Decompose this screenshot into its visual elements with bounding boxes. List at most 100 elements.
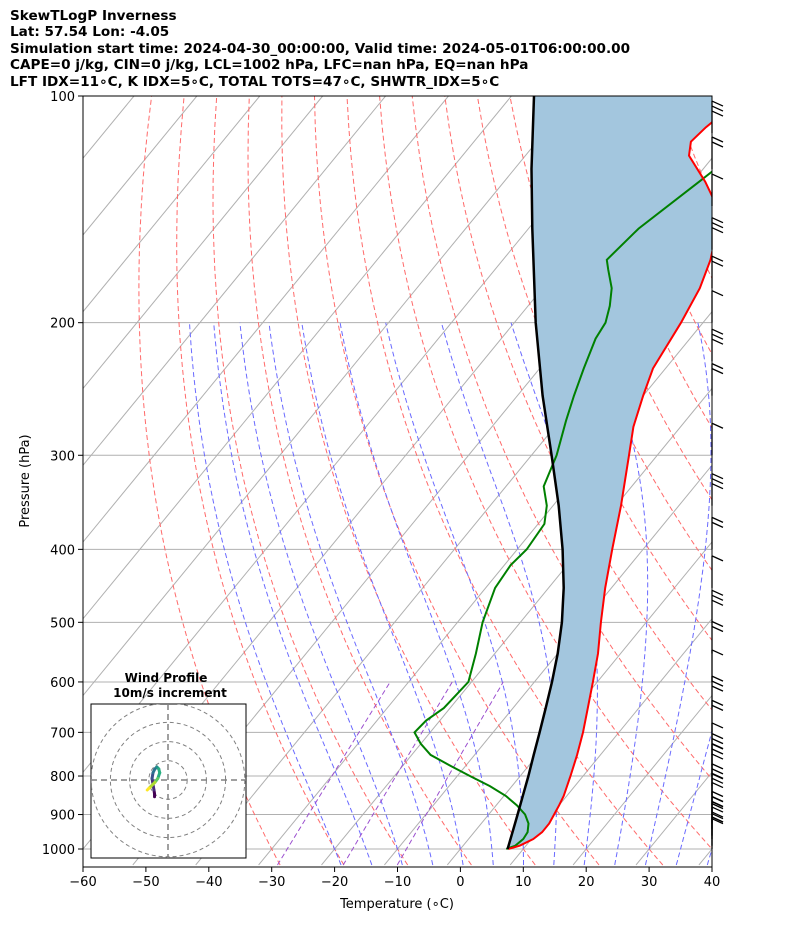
x-tick-label: 0 [456,875,464,890]
wind-barb-flag [711,620,724,628]
y-tick-label: 300 [50,449,75,464]
wind-barb-flag [711,777,724,784]
y-tick-label: 100 [50,90,75,105]
wind-barb-flag [711,227,724,234]
moist-adiabat [301,322,464,866]
chart-header: SkewTLogP Inverness Lat: 57.54 Lon: -4.0… [10,8,630,90]
hodograph-segment [145,786,151,792]
moist-adiabat [189,322,342,866]
dry-adiabat [574,96,712,429]
isotherm-line [83,96,386,467]
wind-barb-flag [711,790,724,798]
dry-adiabat [281,96,536,866]
wind-barb-flag [711,675,724,682]
moist-adiabat [645,322,712,866]
parcel-profile-line [506,96,565,850]
indices-line-2: LFT IDX=11∘C, K IDX=5∘C, TOTAL TOTS=47∘C… [10,73,500,90]
wind-barb-flag [711,478,724,485]
wind-barb-flag [711,105,724,112]
dry-adiabat [411,96,712,781]
wind-barb-flag [711,222,724,229]
y-tick-label: 200 [50,317,75,332]
wind-barb-flag [711,738,724,745]
wind-barb-flag [711,555,724,562]
x-axis-label: Temperature (∘C) [339,897,454,912]
temperature-line [507,121,712,850]
isotherm-line [83,96,512,620]
x-tick-label: 40 [704,875,721,890]
y-tick-label: 800 [50,770,75,785]
wind-barb-flag [711,743,724,750]
y-tick-label: 900 [50,809,75,824]
dry-adiabat [738,96,794,865]
wind-barb-flag [711,173,724,180]
wind-barb-flag [711,368,724,375]
moist-adiabat [339,322,494,866]
x-tick-label: −60 [69,875,96,890]
dry-adiabat [138,96,281,866]
wind-barb-flag [711,110,724,117]
wind-barb-flag [711,255,724,262]
x-tick-label: −50 [132,875,159,890]
x-tick-label: −20 [321,875,348,890]
y-tick-label: 400 [50,543,75,558]
dry-adiabat [346,96,664,866]
inset-title: Wind Profile [125,671,208,685]
location-line: Lat: 57.54 Lon: -4.05 [10,24,170,41]
wind-barb-flag [711,141,724,148]
wind-barb-flag [711,733,724,740]
wind-barb-flag [711,813,724,820]
isotherm-line [321,387,712,866]
isotherm-line [195,234,712,866]
wind-barb-flag [711,100,724,107]
time-line: Simulation start time: 2024-04-30_00:00:… [10,40,631,57]
dry-adiabat [704,96,712,116]
wind-barb-flag [711,722,724,729]
wind-barb-flag [711,328,724,335]
wind-barb-flag [711,818,724,825]
wind-barb-flag [711,599,724,606]
isotherm-line [83,96,575,697]
moist-adiabat [239,322,403,866]
wind-barb-flag [711,803,724,810]
moist-adiabat [597,322,649,866]
dry-adiabat [176,96,345,866]
y-tick-label: 700 [50,726,75,741]
dry-adiabat [314,96,600,866]
wind-barb-flag [711,260,724,267]
y-tick-label: 1000 [42,843,75,858]
x-tick-label: −40 [195,875,222,890]
dry-adiabat [247,96,472,866]
wind-barb-flag [711,685,724,692]
mixing-ratio-line [342,681,453,866]
dewpoint-line [413,170,712,850]
x-tick-label: 30 [641,875,658,890]
isotherm-line [83,96,324,390]
inset-subtitle: 10m/s increment [113,686,227,700]
wind-barb-flag [711,516,724,523]
wind-barb-flag [711,811,724,818]
moist-adiabat [213,322,373,866]
wind-barb-flag [711,816,724,823]
x-tick-label: 20 [578,875,595,890]
wind-barb-flag [711,781,724,789]
moist-adiabat [738,323,794,865]
wind-barb-flag [711,333,724,340]
isotherm-line [83,96,449,543]
wind-barb-flag [711,136,724,143]
wind-barb-flag [711,753,724,760]
isotherm-line [509,617,712,866]
indices-line-1: CAPE=0 j/kg, CIN=0 j/kg, LCL=1002 hPa, L… [10,57,529,74]
wind-barb-flag [711,483,724,490]
isotherm-line [572,694,712,866]
x-tick-label: 10 [515,875,532,890]
wind-profile-inset: Wind Profile 10m/s increment [90,671,247,859]
wind-barb-flag [711,748,724,755]
wind-barb-flag [711,217,724,224]
mixing-ratio-line [277,681,391,866]
wind-barb-flag [711,363,724,370]
wind-barb-flag [711,768,724,775]
wind-barb-flag [711,473,724,480]
wind-barb-flag [711,680,724,687]
